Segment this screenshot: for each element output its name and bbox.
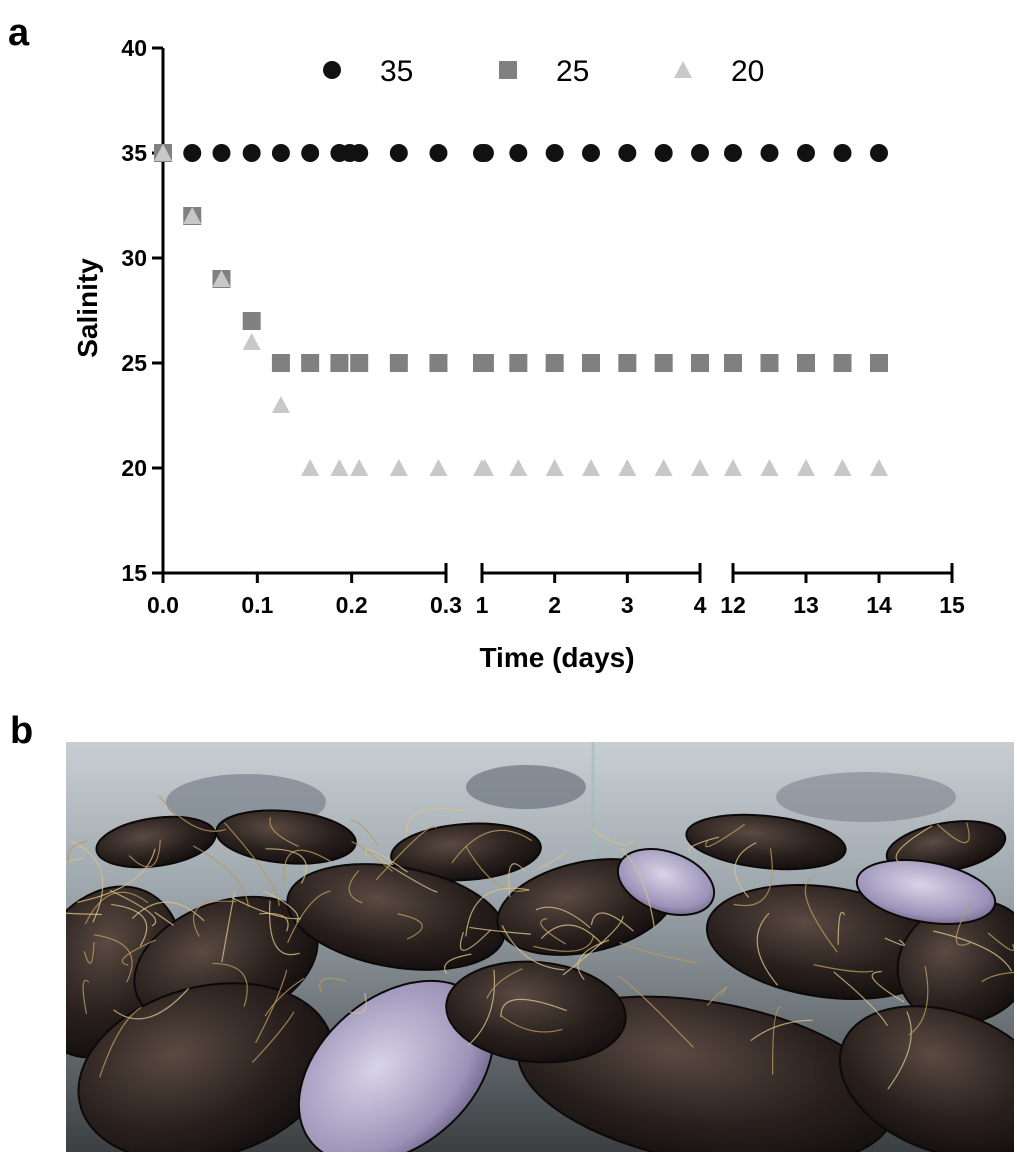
data-point-25 bbox=[429, 354, 448, 372]
data-point-25 bbox=[654, 354, 673, 372]
data-point-25 bbox=[582, 354, 600, 372]
data-point-35 bbox=[429, 144, 448, 162]
mussel-photo-illustration bbox=[66, 742, 1014, 1152]
y-tick-label: 30 bbox=[121, 245, 147, 271]
y-tick-label: 40 bbox=[121, 35, 147, 61]
y-axis-title: Salinity bbox=[72, 258, 103, 358]
data-point-25 bbox=[271, 354, 290, 372]
x-tick-label: 3 bbox=[621, 592, 634, 618]
data-point-25 bbox=[509, 354, 528, 372]
data-point-20 bbox=[242, 333, 261, 350]
data-point-35 bbox=[301, 144, 320, 162]
data-point-20 bbox=[154, 144, 172, 161]
data-point-25 bbox=[833, 354, 852, 372]
data-point-20 bbox=[475, 459, 494, 476]
data-point-35 bbox=[691, 144, 709, 162]
data-point-20 bbox=[429, 459, 448, 476]
data-point-25 bbox=[870, 354, 888, 372]
data-point-35 bbox=[833, 144, 852, 162]
data-marks bbox=[154, 144, 888, 476]
data-point-20 bbox=[212, 270, 231, 287]
data-point-20 bbox=[545, 459, 564, 476]
data-point-25 bbox=[691, 354, 709, 372]
data-point-35 bbox=[350, 144, 369, 162]
data-point-20 bbox=[389, 459, 408, 476]
legend-marker-25 bbox=[499, 61, 517, 79]
data-point-25 bbox=[330, 354, 349, 372]
y-tick-label: 20 bbox=[121, 455, 147, 481]
data-point-20 bbox=[760, 459, 779, 476]
x-tick-label: 12 bbox=[720, 592, 746, 618]
x-tick-label: 15 bbox=[939, 592, 965, 618]
data-point-25 bbox=[618, 354, 637, 372]
legend-marker-35 bbox=[323, 61, 341, 79]
mussel-tank-photo bbox=[66, 742, 1014, 1152]
data-point-20 bbox=[350, 459, 369, 476]
data-point-25 bbox=[389, 354, 408, 372]
data-point-25 bbox=[301, 354, 320, 372]
data-point-35 bbox=[797, 144, 815, 162]
data-point-35 bbox=[545, 144, 564, 162]
data-point-25 bbox=[545, 354, 564, 372]
panel-label-a: a bbox=[8, 12, 30, 54]
data-point-25 bbox=[724, 354, 742, 372]
y-tick-label: 15 bbox=[121, 560, 147, 586]
x-tick-label: 1 bbox=[476, 592, 489, 618]
data-point-20 bbox=[691, 459, 709, 476]
y-tick-label: 25 bbox=[121, 350, 147, 376]
data-point-20 bbox=[797, 459, 815, 476]
data-point-35 bbox=[212, 144, 231, 162]
data-point-35 bbox=[870, 144, 888, 162]
legend: 35 25 20 bbox=[323, 55, 764, 88]
data-point-35 bbox=[509, 144, 528, 162]
x-tick-label: 0.0 bbox=[147, 592, 179, 618]
data-point-35 bbox=[475, 144, 494, 162]
data-point-20 bbox=[301, 459, 320, 476]
data-point-25 bbox=[797, 354, 815, 372]
data-point-35 bbox=[183, 144, 202, 162]
data-point-20 bbox=[833, 459, 852, 476]
x-tick-label: 0.1 bbox=[241, 592, 273, 618]
legend-label-25: 25 bbox=[556, 55, 589, 88]
data-point-25 bbox=[475, 354, 494, 372]
data-point-20 bbox=[724, 459, 742, 476]
x-tick-label: 4 bbox=[694, 592, 707, 618]
data-point-20 bbox=[870, 459, 888, 476]
data-point-35 bbox=[389, 144, 408, 162]
data-point-35 bbox=[618, 144, 637, 162]
chart-panel: a 15 20 25 30 35 40 0.0 0.1 0.2 0.3 1 2 3 4 12 13 14 15 3… bbox=[8, 12, 965, 673]
data-point-20 bbox=[654, 459, 673, 476]
data-point-35 bbox=[760, 144, 779, 162]
legend-label-20: 20 bbox=[731, 55, 764, 88]
data-point-35 bbox=[242, 144, 261, 162]
legend-label-35: 35 bbox=[380, 55, 413, 88]
data-point-25 bbox=[350, 354, 369, 372]
data-point-35 bbox=[724, 144, 742, 162]
x-tick-label: 13 bbox=[793, 592, 819, 618]
data-point-20 bbox=[183, 207, 202, 224]
x-tick-label: 2 bbox=[548, 592, 561, 618]
data-point-20 bbox=[271, 396, 290, 413]
x-tick-label: 0.3 bbox=[430, 592, 462, 618]
x-tick-label: 0.2 bbox=[336, 592, 368, 618]
data-point-35 bbox=[271, 144, 290, 162]
y-tick-label: 35 bbox=[121, 140, 147, 166]
legend-marker-20 bbox=[674, 61, 692, 78]
x-axis-title: Time (days) bbox=[479, 642, 634, 673]
data-point-35 bbox=[654, 144, 673, 162]
data-point-20 bbox=[330, 459, 349, 476]
data-point-25 bbox=[242, 312, 261, 330]
data-point-20 bbox=[618, 459, 637, 476]
data-point-20 bbox=[582, 459, 600, 476]
panel-label-b: b bbox=[10, 710, 34, 752]
data-point-20 bbox=[509, 459, 528, 476]
data-point-35 bbox=[582, 144, 600, 162]
x-tick-label: 14 bbox=[866, 592, 892, 618]
data-point-25 bbox=[760, 354, 779, 372]
